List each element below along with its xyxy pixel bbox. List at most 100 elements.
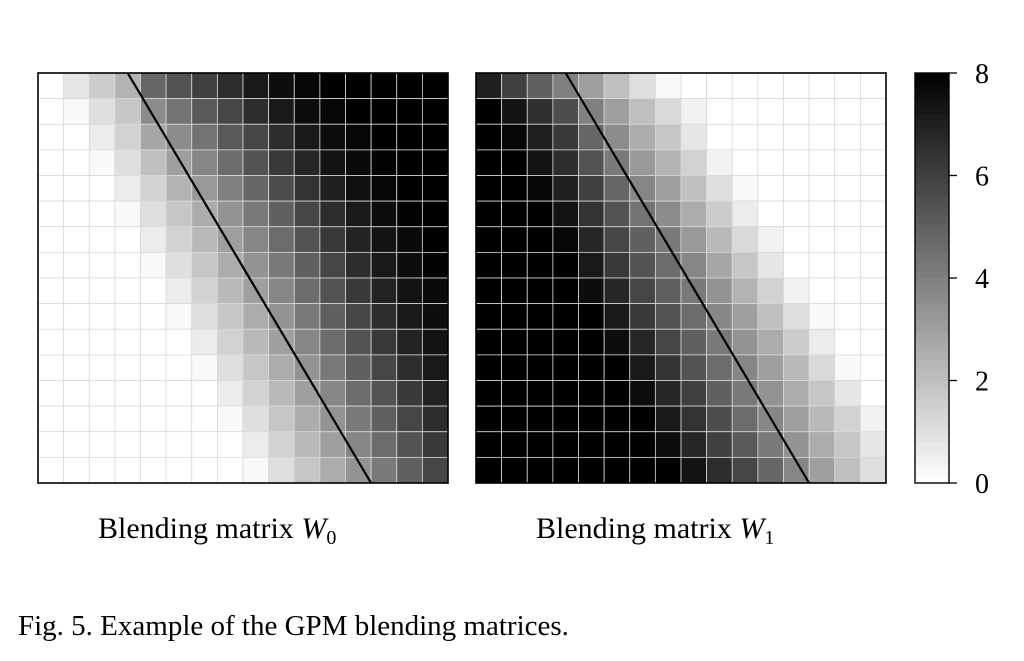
colorbar-gradient-step: [915, 257, 949, 265]
colorbar-gradient-step: [915, 442, 949, 450]
heatmap-cell: [242, 380, 270, 407]
heatmap-cell: [421, 456, 449, 484]
heatmap-cell: [526, 328, 554, 356]
heatmap-cell: [216, 200, 244, 228]
heatmap-cell: [421, 405, 449, 433]
colorbar-gradient-step: [915, 305, 949, 313]
heatmap-cell: [757, 456, 784, 484]
heatmap-cell: [88, 456, 116, 484]
heatmap-cell: [834, 200, 861, 228]
heatmap-cell: [37, 456, 65, 484]
heatmap-cell: [140, 72, 167, 100]
heatmap-cell: [216, 303, 244, 330]
panel-title-text: Blending matrix: [98, 512, 302, 545]
heatmap-cell: [808, 405, 836, 433]
panel-title-math: W: [739, 512, 765, 545]
heatmap-cell: [859, 175, 887, 202]
heatmap-cell: [370, 175, 398, 202]
heatmap-cell: [706, 251, 733, 279]
heatmap-cell: [165, 380, 193, 407]
heatmap-cell: [88, 226, 116, 253]
heatmap-cell: [88, 431, 116, 458]
heatmap-cell: [165, 405, 193, 433]
heatmap-cell: [578, 277, 605, 305]
heatmap-cell: [731, 456, 759, 484]
heatmap-cell: [140, 431, 167, 458]
heatmap-cell: [654, 328, 682, 356]
heatmap-cell: [859, 123, 887, 151]
heatmap-cell: [216, 149, 244, 176]
heatmap-cell: [834, 149, 861, 176]
heatmap-cell: [475, 200, 503, 228]
heatmap-cell: [293, 405, 321, 433]
heatmap-cell: [475, 303, 503, 330]
heatmap-cell: [88, 149, 116, 176]
heatmap-cell: [629, 354, 656, 381]
heatmap-cell: [421, 251, 449, 279]
colorbar-gradient-step: [915, 339, 949, 347]
heatmap-cell: [552, 200, 579, 228]
heatmap-cell: [475, 149, 503, 176]
heatmap-cell: [680, 431, 708, 458]
heatmap-cell: [165, 354, 193, 381]
heatmap-cell: [370, 123, 398, 151]
heatmap-cell: [370, 226, 398, 253]
heatmap-cell: [578, 328, 605, 356]
heatmap-cell: [834, 98, 861, 125]
heatmap-cell: [37, 431, 65, 458]
heatmap-cell: [859, 380, 887, 407]
heatmap-cell: [63, 251, 90, 279]
heatmap-cell: [370, 149, 398, 176]
heatmap-cell: [293, 303, 321, 330]
heatmap-cell: [808, 175, 836, 202]
heatmap-cell: [680, 123, 708, 151]
heatmap-cell: [37, 380, 65, 407]
heatmap-cell: [37, 98, 65, 125]
colorbar-gradient-step: [915, 469, 949, 477]
heatmap-cell: [629, 98, 656, 125]
heatmap-cell: [370, 431, 398, 458]
heatmap-cell: [242, 303, 270, 330]
heatmap-cell: [757, 149, 784, 176]
heatmap-cell: [706, 98, 733, 125]
heatmap-cell: [475, 456, 503, 484]
colorbar-gradient-step: [915, 250, 949, 259]
heatmap-cell: [501, 277, 528, 305]
heatmap-cell: [140, 277, 167, 305]
heatmap-w0: [37, 72, 449, 484]
heatmap-cell: [629, 405, 656, 433]
heatmap-cell: [859, 98, 887, 125]
heatmap-cell: [114, 456, 141, 484]
heatmap-cell: [345, 303, 372, 330]
heatmap-cell: [370, 72, 398, 100]
heatmap-cell: [501, 328, 528, 356]
colorbar-tick-label: 0: [975, 469, 989, 500]
colorbar-gradient-step: [915, 421, 949, 429]
heatmap-cell: [680, 456, 708, 484]
heatmap-cell: [859, 200, 887, 228]
heatmap-cell: [808, 149, 836, 176]
heatmap-cell: [345, 98, 372, 125]
heatmap-cell: [526, 98, 554, 125]
heatmap-cell: [808, 98, 836, 125]
heatmap-cell: [526, 431, 554, 458]
heatmap-cell: [680, 200, 708, 228]
colorbar-gradient-step: [915, 155, 949, 163]
heatmap-cell: [216, 123, 244, 151]
heatmap-cell: [501, 200, 528, 228]
heatmap-cell: [552, 251, 579, 279]
colorbar-gradient-step: [915, 278, 949, 286]
colorbar-gradient-step: [915, 319, 949, 327]
colorbar-gradient-step: [915, 120, 949, 129]
heatmap-cell: [526, 303, 554, 330]
heatmap-cell: [552, 354, 579, 381]
heatmap-cell: [191, 200, 218, 228]
heatmap-cell: [501, 98, 528, 125]
heatmap-cell: [654, 72, 682, 100]
heatmap-cell: [421, 277, 449, 305]
heatmap-cell: [629, 149, 656, 176]
heatmap-cell: [680, 149, 708, 176]
heatmap-cell: [191, 251, 218, 279]
heatmap-cell: [501, 226, 528, 253]
